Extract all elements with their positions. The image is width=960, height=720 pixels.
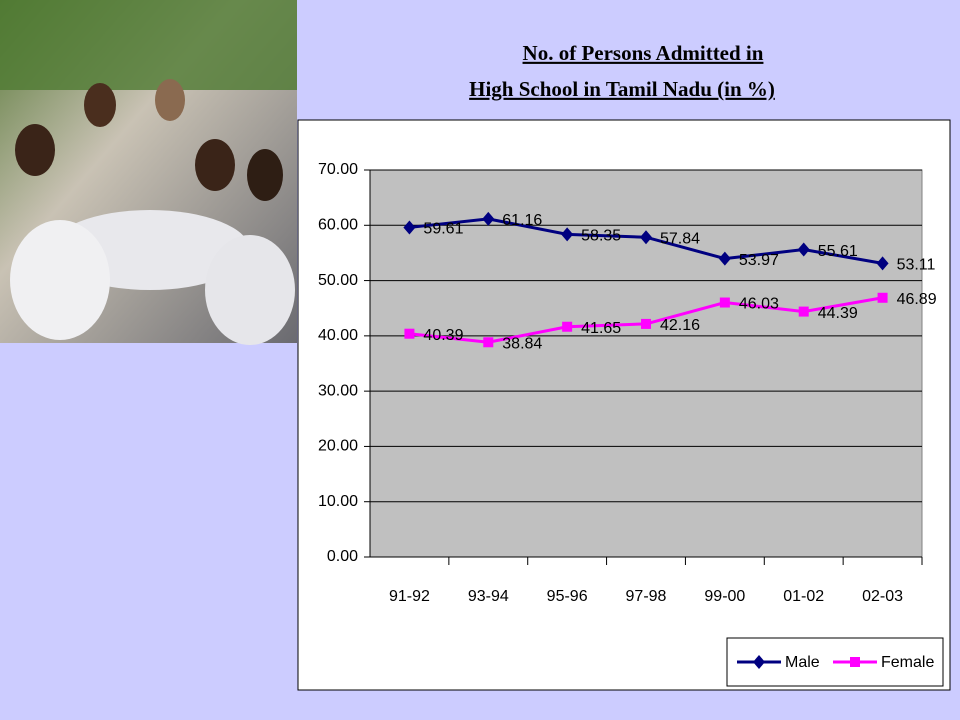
marker <box>403 220 416 235</box>
legend-label: Female <box>881 654 934 671</box>
marker <box>798 306 809 317</box>
chart-title: High School in Tamil Nadu (in %) <box>469 77 775 101</box>
marker <box>562 321 573 332</box>
y-tick-label: 50.00 <box>318 272 358 289</box>
data-label: 38.84 <box>502 335 542 352</box>
marker <box>797 242 810 257</box>
marker <box>876 256 889 271</box>
y-tick-label: 70.00 <box>318 161 358 178</box>
x-tick-label: 91-92 <box>389 588 430 605</box>
marker <box>483 337 494 348</box>
data-label: 55.61 <box>818 243 858 260</box>
marker <box>482 211 495 226</box>
marker <box>850 657 860 667</box>
y-tick-label: 60.00 <box>318 217 358 234</box>
marker <box>640 230 652 245</box>
y-tick-label: 40.00 <box>318 327 358 344</box>
data-label: 46.89 <box>897 291 937 308</box>
data-label: 42.16 <box>660 317 700 334</box>
data-label: 41.65 <box>581 320 621 337</box>
x-tick-label: 95-96 <box>547 588 588 605</box>
marker <box>561 227 574 242</box>
photo <box>0 0 297 345</box>
marker <box>753 655 765 669</box>
data-label: 44.39 <box>818 305 858 322</box>
data-label: 58.35 <box>581 228 621 245</box>
data-label: 53.11 <box>897 257 936 274</box>
data-label: 57.84 <box>660 230 700 247</box>
x-tick-label: 02-03 <box>862 588 903 605</box>
data-label: 53.97 <box>739 252 779 269</box>
x-tick-label: 93-94 <box>468 588 509 605</box>
data-label: 61.16 <box>502 212 542 229</box>
marker <box>719 297 730 308</box>
data-label: 59.61 <box>423 221 463 238</box>
y-tick-label: 30.00 <box>318 382 358 399</box>
legend-label: Male <box>785 654 820 671</box>
x-tick-label: 99-00 <box>704 588 745 605</box>
chart-title: No. of Persons Admitted in <box>523 41 764 65</box>
marker <box>404 328 415 339</box>
marker <box>641 318 651 329</box>
y-tick-label: 10.00 <box>318 493 358 510</box>
data-label: 40.39 <box>423 327 463 344</box>
x-tick-label: 01-02 <box>783 588 824 605</box>
x-tick-label: 97-98 <box>626 588 667 605</box>
y-tick-label: 20.00 <box>318 438 358 455</box>
marker <box>718 251 731 266</box>
y-tick-label: 0.00 <box>327 548 358 565</box>
marker <box>877 292 888 303</box>
data-label: 46.03 <box>739 296 779 313</box>
